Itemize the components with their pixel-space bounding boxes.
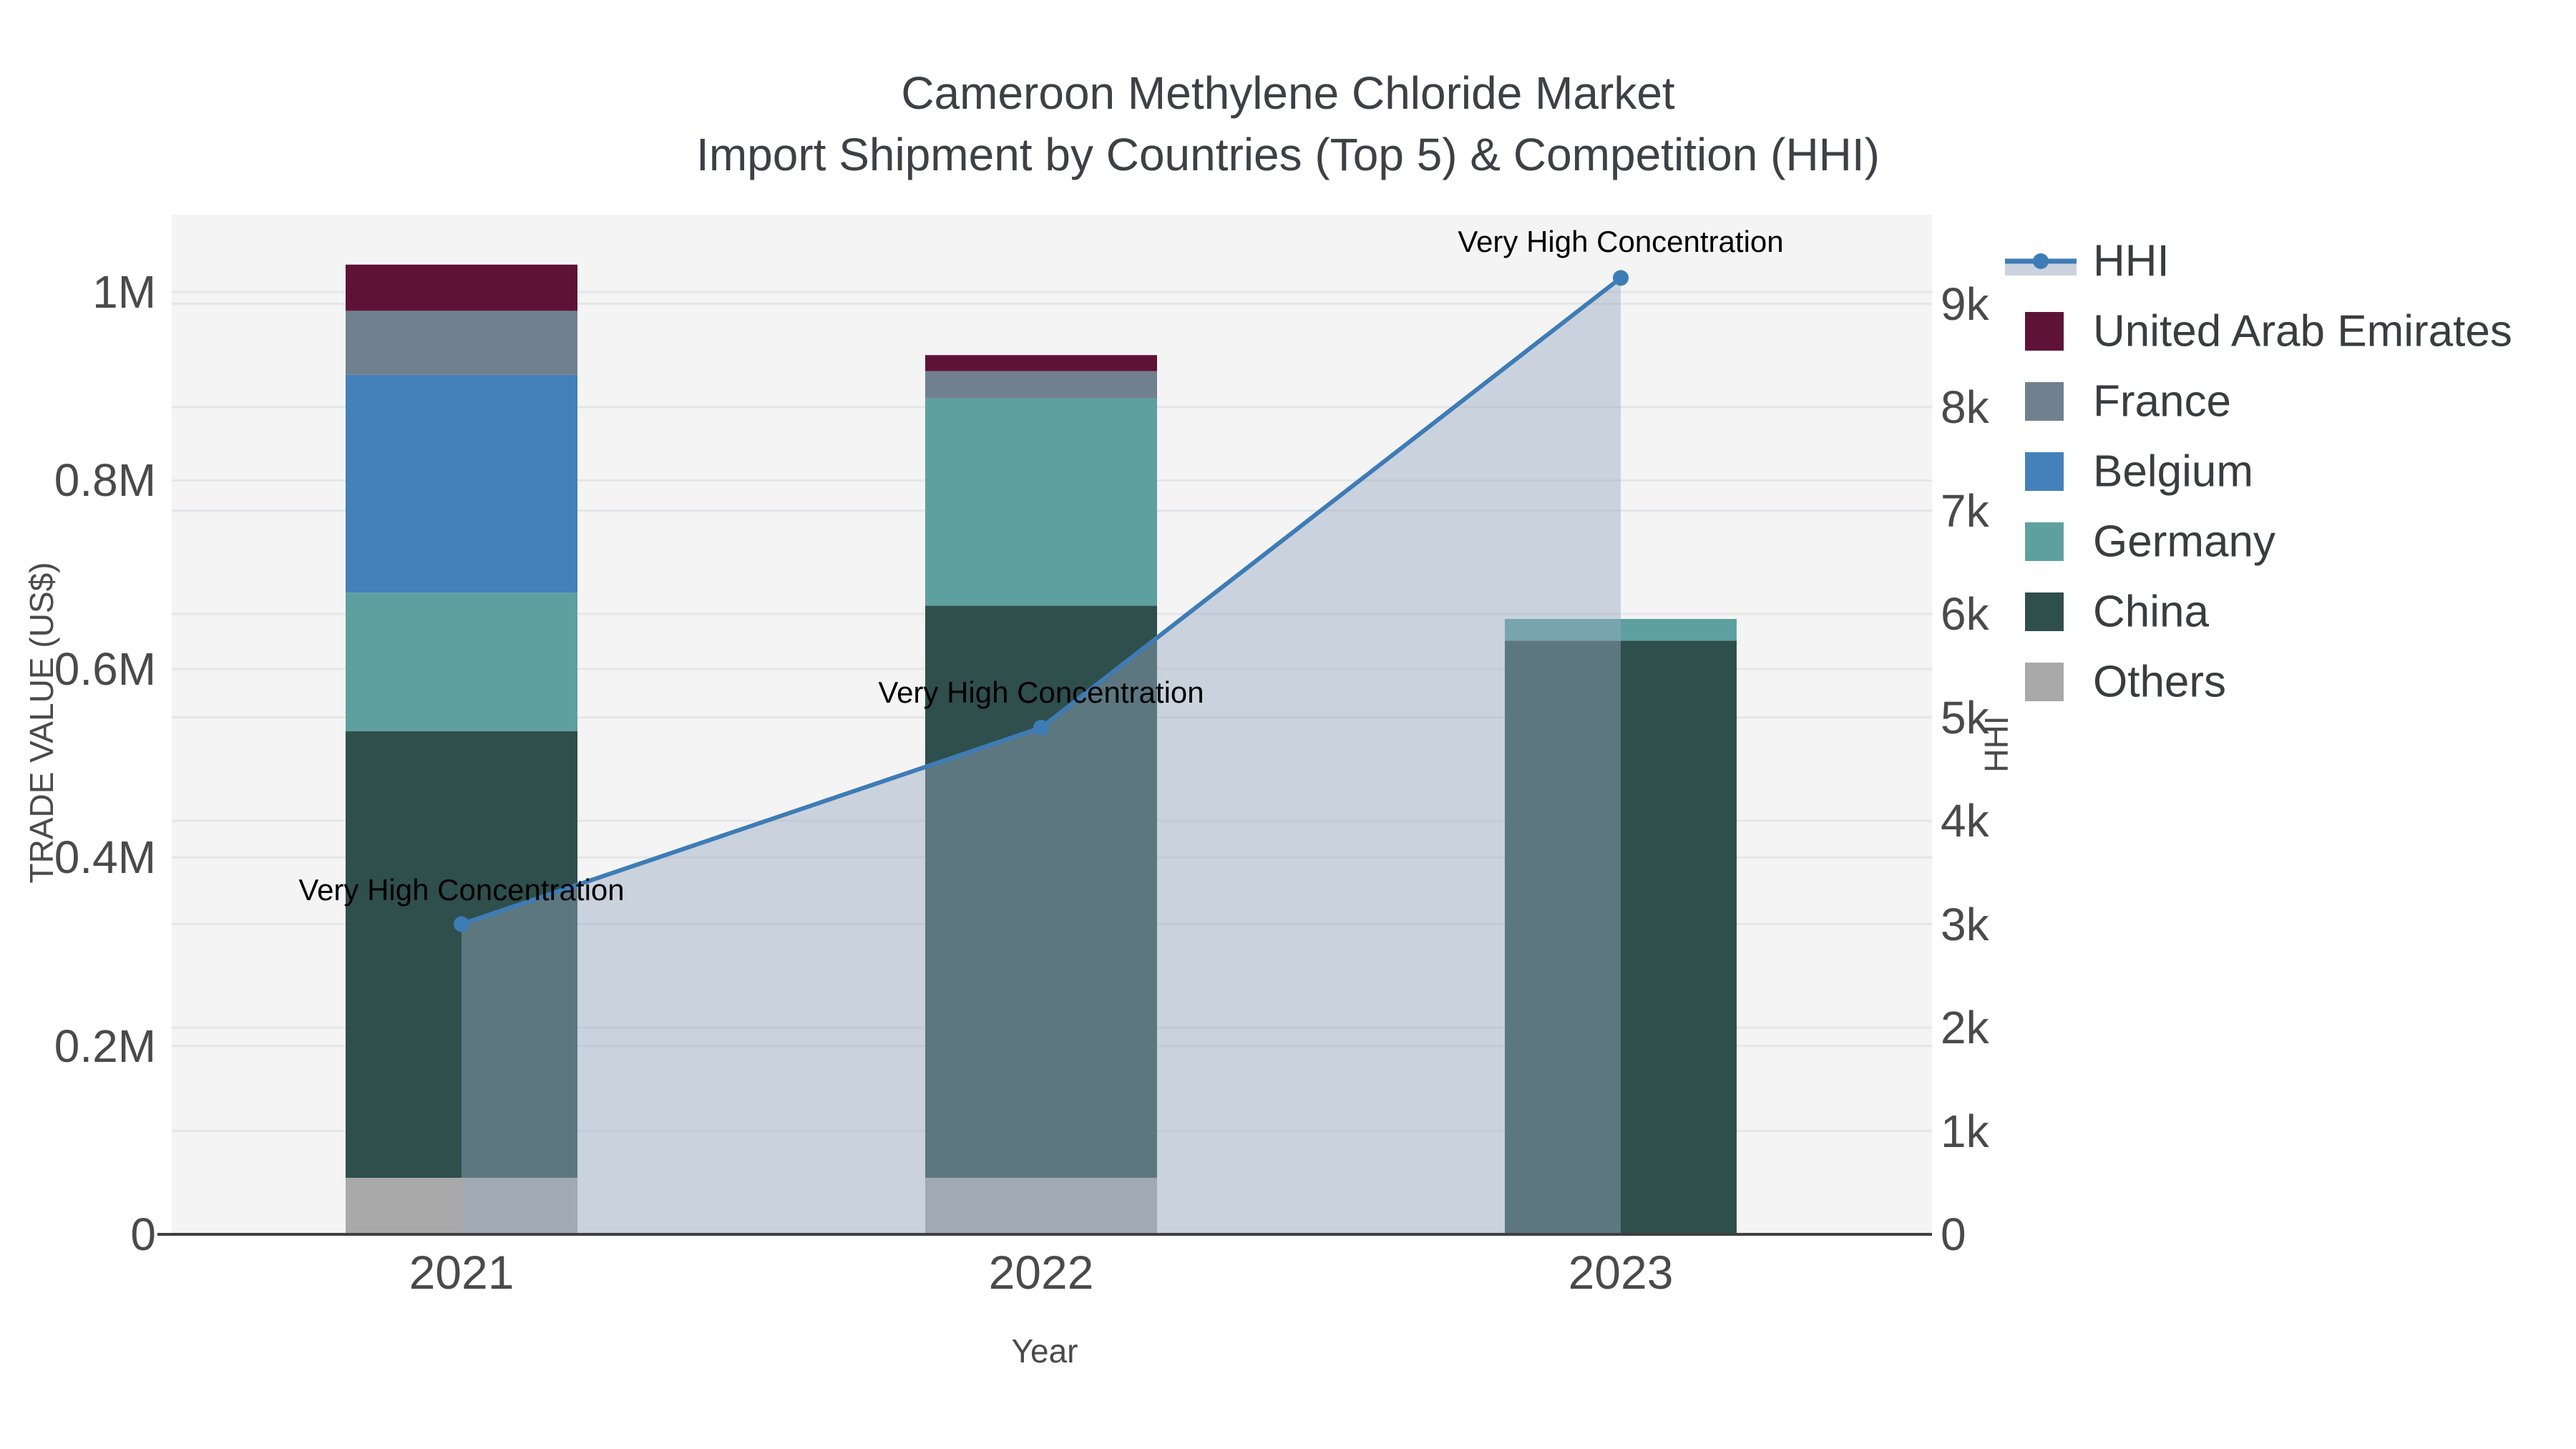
legend-swatch-united-arab-emirates: [2025, 312, 2064, 351]
annotation-2023: Very High Concentration: [1458, 225, 1784, 258]
right-tick-1k: 1k: [1941, 1105, 1989, 1157]
left-tick-0.4M: 0.4M: [54, 831, 156, 884]
legend-label-france: France: [2093, 376, 2231, 426]
legend-swatch-china: [2025, 592, 2064, 631]
legend-swatch-belgium: [2025, 452, 2064, 491]
chart-title-line2: Import Shipment by Countries (Top 5) & C…: [696, 129, 1880, 180]
bar-segment-germany-2022[interactable]: [925, 398, 1157, 606]
legend-label-germany: Germany: [2093, 517, 2275, 567]
bar-segment-china-2021[interactable]: [346, 731, 577, 1178]
legend-label-china: China: [2093, 587, 2209, 637]
x-tick-2023: 2023: [1568, 1246, 1674, 1299]
left-tick-0.6M: 0.6M: [54, 643, 156, 695]
right-tick-0: 0: [1941, 1209, 1966, 1260]
right-tick-5k: 5k: [1941, 691, 1989, 743]
legend-label-united-arab-emirates: United Arab Emirates: [2093, 306, 2512, 356]
bar-segment-germany-2021[interactable]: [346, 592, 577, 731]
bar-segment-china-2022[interactable]: [925, 605, 1157, 1178]
annotation-2022: Very High Concentration: [878, 675, 1204, 709]
left-tick-0.8M: 0.8M: [54, 454, 156, 507]
legend-label-belgium: Belgium: [2093, 447, 2253, 497]
bar-segment-others-2021[interactable]: [346, 1177, 577, 1234]
right-tick-8k: 8k: [1941, 381, 1989, 433]
right-tick-2k: 2k: [1941, 1002, 1989, 1053]
left-tick-0: 0: [130, 1209, 156, 1260]
bar-segment-belgium-2021[interactable]: [346, 374, 577, 593]
legend-label-others: Others: [2093, 657, 2227, 707]
right-tick-4k: 4k: [1941, 795, 1989, 847]
bar-segment-germany-2023[interactable]: [1505, 618, 1737, 641]
legend-swatch-germany: [2025, 522, 2064, 561]
legend-swatch-france: [2025, 382, 2064, 421]
annotation-2021: Very High Concentration: [298, 873, 625, 907]
left-tick-1M: 1M: [92, 266, 156, 318]
hhi-marker-2022[interactable]: [1033, 719, 1049, 736]
bar-segment-france-2021[interactable]: [346, 311, 577, 375]
bar-segment-others-2022[interactable]: [925, 1177, 1157, 1234]
right-tick-3k: 3k: [1941, 898, 1989, 950]
bar-segment-united-arab-emirates-2021[interactable]: [346, 264, 577, 311]
right-tick-9k: 9k: [1941, 278, 1989, 330]
left-tick-0.2M: 0.2M: [54, 1020, 156, 1072]
bar-segment-france-2022[interactable]: [925, 371, 1157, 399]
x-tick-2021: 2021: [409, 1246, 514, 1299]
bar-segment-united-arab-emirates-2022[interactable]: [925, 355, 1157, 371]
hhi-marker-2021[interactable]: [454, 916, 469, 932]
right-tick-7k: 7k: [1941, 484, 1989, 537]
hhi-marker-2023[interactable]: [1613, 270, 1629, 286]
hhi-line-legend-icon: [2005, 253, 2077, 275]
x-tick-2022: 2022: [988, 1246, 1094, 1299]
legend-swatch-others: [2025, 663, 2064, 701]
chart-title-line1: Cameroon Methylene Chloride Market: [901, 67, 1675, 119]
legend-label-hhi: HHI: [2093, 236, 2170, 286]
bar-segment-china-2023[interactable]: [1505, 640, 1737, 1234]
right-tick-6k: 6k: [1941, 588, 1989, 640]
x-axis-title: Year: [1011, 1332, 1078, 1370]
hhi-area: [462, 278, 1621, 1234]
